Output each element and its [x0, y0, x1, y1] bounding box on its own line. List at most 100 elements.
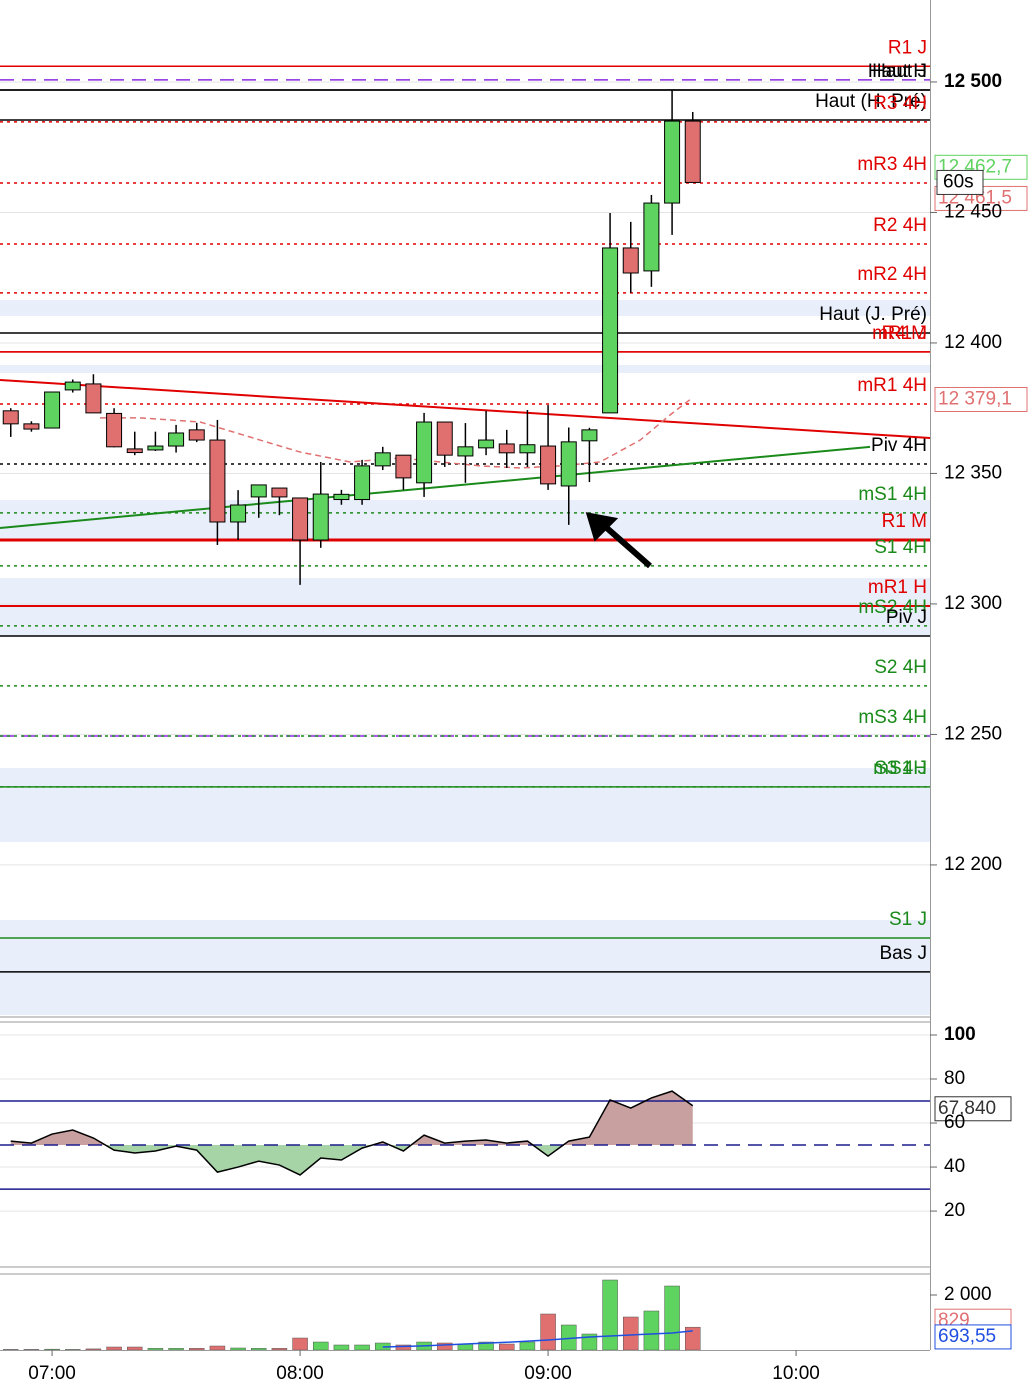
volume-bar	[684, 1326, 701, 1351]
rsi-line	[10, 1090, 694, 1176]
level-label: Haut (J. Pré)	[819, 304, 927, 325]
level-label: S1 4H	[874, 537, 927, 558]
timer-box	[936, 169, 984, 195]
level-label: mS2 4H	[858, 597, 927, 618]
volume-flag: 693,55	[938, 1326, 996, 1347]
y-tick-label: 100	[944, 1024, 976, 1045]
x-tick-label: 10:00	[772, 1363, 820, 1384]
level-label: mS1 J	[873, 758, 927, 779]
candle-body	[519, 444, 536, 454]
price-flag-box	[934, 386, 1028, 412]
y-tick-label: 12 250	[944, 723, 1002, 744]
candle-body	[292, 497, 309, 541]
candle-body	[540, 445, 557, 485]
level-label: mR3 4H	[857, 154, 927, 175]
candle-body	[230, 504, 247, 523]
candle-body	[354, 465, 371, 501]
volume-bar	[209, 1345, 226, 1351]
candle-body	[64, 381, 81, 391]
volume-bar	[188, 1348, 205, 1351]
y-tick-label: 12 400	[944, 332, 1002, 353]
y-tick-label: 12 200	[944, 854, 1002, 875]
volume-bar	[230, 1347, 246, 1351]
rsi-fill-up	[10, 1091, 693, 1146]
level-label: Bas J	[879, 943, 927, 964]
level-label: Piv J	[886, 607, 927, 628]
average-line	[100, 396, 694, 469]
level-label: Haut J	[872, 61, 927, 82]
timer: 60s	[943, 171, 974, 192]
candle-body	[643, 202, 660, 272]
y-tick-label: 20	[944, 1200, 965, 1221]
candle-body	[188, 429, 205, 441]
x-tick-label: 09:00	[524, 1363, 572, 1384]
y-tick-label: 2 000	[944, 1284, 992, 1305]
candle-body	[126, 448, 143, 454]
level-label: Haut (H. Pré)	[815, 91, 927, 112]
y-tick-label: 60	[944, 1112, 965, 1133]
y-tick-label: 12 300	[944, 593, 1002, 614]
candle-body	[622, 247, 639, 274]
candle-body	[416, 421, 433, 484]
candle-body	[478, 439, 495, 449]
volume-bar	[292, 1337, 308, 1351]
band	[0, 768, 930, 842]
y-tick-label: 12 500	[944, 71, 1002, 92]
candle-body	[271, 487, 288, 498]
volume-bar	[64, 1349, 81, 1351]
volume-bar	[498, 1343, 515, 1351]
volume-bar	[106, 1346, 122, 1351]
level-label: mR1 4H	[857, 375, 927, 396]
volume-bar	[602, 1279, 618, 1351]
candle-body	[581, 429, 598, 442]
volume-flag-box	[934, 1324, 1012, 1350]
y-tick-label: 12 450	[944, 201, 1002, 222]
volume-bar	[354, 1344, 370, 1351]
band	[0, 500, 930, 540]
level-label: R2 4H	[873, 215, 927, 236]
level-label: S3 4H	[874, 758, 927, 779]
volume-bar	[643, 1310, 660, 1351]
level-label: S1 J	[889, 909, 927, 930]
volume-bar	[271, 1348, 288, 1351]
volume-bar	[23, 1349, 40, 1351]
candle-body	[395, 454, 412, 479]
volume-bar	[312, 1341, 329, 1351]
candle-body	[250, 484, 267, 498]
volume-average	[382, 1330, 693, 1348]
candle-body	[2, 410, 19, 425]
price-flag: 12 379,1	[938, 389, 1012, 410]
candle-body	[23, 423, 40, 430]
level-label: Piv 4H	[871, 435, 927, 456]
candle-body	[106, 412, 123, 448]
level-label: R1 M	[882, 511, 927, 532]
level-label: S2 4H	[874, 657, 927, 678]
level-label: R4 M	[882, 323, 927, 344]
volume-bar	[622, 1316, 639, 1351]
level-label: mR1 H	[868, 577, 927, 598]
volume-bar	[147, 1348, 164, 1351]
level-label: mR1 J	[872, 323, 927, 344]
candle-body	[209, 439, 226, 523]
arrow	[585, 512, 652, 569]
level-label: mR2 4H	[857, 264, 927, 285]
bands	[0, 300, 930, 1015]
volume-bar	[664, 1285, 680, 1351]
band	[0, 365, 930, 373]
candle-body	[684, 120, 701, 183]
volume-bar	[333, 1344, 350, 1351]
level-label: mS3 4H	[858, 707, 927, 728]
volume-bar	[126, 1346, 143, 1351]
volume-bar	[250, 1348, 267, 1351]
candle-body	[147, 445, 164, 451]
level-label: mS1 4H	[858, 484, 927, 505]
rsi-fill-down	[10, 1145, 693, 1175]
y-tick-label: 80	[944, 1068, 965, 1089]
rsi-flag-box	[934, 1096, 1012, 1122]
candle-body	[602, 247, 619, 414]
volume-bar	[168, 1348, 184, 1351]
candle-body	[457, 446, 474, 457]
volume-bar	[85, 1348, 102, 1351]
